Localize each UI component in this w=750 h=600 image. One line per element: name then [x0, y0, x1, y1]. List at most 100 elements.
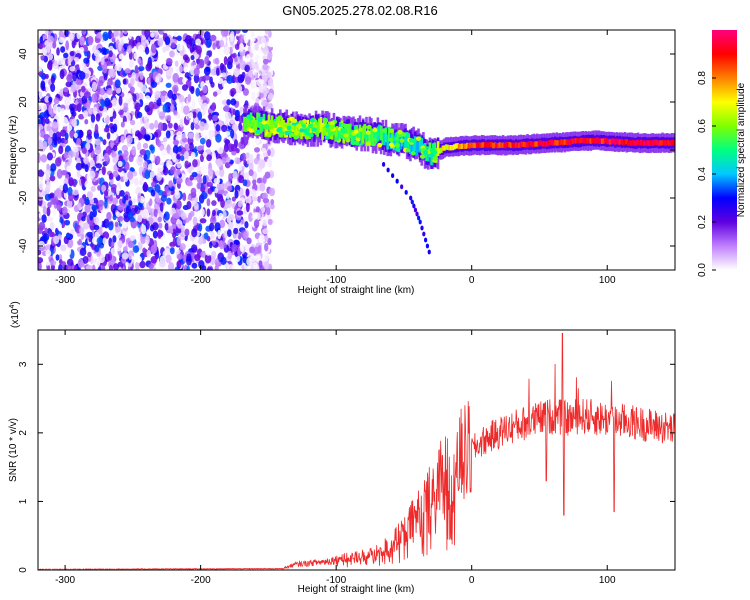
noise-speckle — [140, 84, 147, 92]
noise-speckle — [258, 234, 266, 244]
noise-speckle — [253, 262, 258, 270]
noise-speckle — [133, 136, 139, 145]
noise-speckle — [166, 58, 173, 66]
snr-series-line — [38, 333, 675, 570]
spectrogram-y-tick-label: -20 — [18, 190, 29, 205]
noise-speckle — [262, 58, 269, 65]
noise-speckle — [73, 264, 78, 270]
spur-dot — [424, 237, 428, 243]
noise-speckle — [145, 235, 150, 245]
noise-speckle — [190, 54, 195, 61]
noise-speckle — [169, 247, 175, 255]
noise-speckle — [168, 225, 174, 234]
noise-speckle — [237, 200, 243, 208]
noise-speckle — [118, 53, 124, 60]
ridge-blob — [432, 156, 438, 161]
noise-speckle — [89, 211, 94, 221]
noise-speckle — [101, 166, 106, 176]
noise-speckle — [47, 216, 53, 222]
ridge-blob — [311, 127, 317, 132]
noise-speckle — [148, 72, 153, 79]
noise-speckle — [60, 46, 66, 53]
noise-speckle — [195, 38, 202, 46]
noise-speckle — [204, 122, 209, 131]
noise-speckle — [164, 222, 169, 231]
noise-speckle — [95, 258, 101, 268]
snr-y-tick-label: 2 — [18, 430, 29, 436]
noise-speckle — [42, 206, 47, 215]
noise-speckle — [76, 137, 81, 146]
noise-speckle — [169, 104, 175, 112]
noise-speckle — [191, 171, 198, 178]
noise-speckle — [220, 183, 227, 190]
noise-speckle — [227, 221, 234, 230]
noise-speckle — [73, 132, 78, 139]
noise-speckle — [149, 144, 155, 151]
ridge-blob — [334, 136, 340, 141]
noise-speckle — [176, 219, 183, 229]
noise-speckle — [56, 168, 63, 179]
noise-speckle — [45, 73, 49, 80]
noise-speckle — [177, 146, 182, 153]
noise-speckle — [191, 98, 196, 109]
noise-speckle — [261, 192, 269, 200]
noise-speckle — [68, 33, 74, 40]
noise-speckle — [124, 68, 131, 74]
spur-dot — [427, 249, 431, 255]
noise-speckle — [157, 229, 162, 239]
noise-speckle — [148, 101, 155, 111]
noise-speckle — [240, 219, 245, 225]
noise-speckle — [250, 189, 257, 198]
noise-speckle — [127, 101, 135, 111]
noise-speckle — [259, 92, 264, 99]
noise-speckle — [191, 262, 198, 269]
ridge-blob — [388, 137, 394, 142]
noise-speckle — [198, 223, 203, 232]
noise-speckle — [185, 217, 190, 223]
noise-speckle — [67, 124, 73, 132]
noise-speckle — [91, 93, 98, 103]
noise-speckle — [143, 160, 148, 169]
noise-speckle — [52, 209, 57, 217]
noise-speckle — [231, 243, 238, 253]
colorbar: 0.0 0.2 0.4 0.6 0.8 Normalized spectral ampl… — [697, 30, 747, 277]
noise-speckle — [81, 176, 85, 187]
noise-speckle — [262, 63, 269, 71]
noise-speckle — [218, 212, 224, 219]
noise-speckle — [101, 264, 106, 270]
noise-speckle — [228, 172, 233, 182]
noise-speckle — [137, 202, 143, 211]
noise-speckle — [157, 167, 162, 173]
noise-speckle — [136, 156, 143, 166]
noise-speckle — [223, 230, 228, 239]
noise-speckle — [206, 208, 211, 217]
noise-speckle — [267, 78, 273, 87]
ridge-blob — [340, 127, 346, 133]
noise-speckle — [143, 153, 148, 162]
noise-speckle — [215, 67, 220, 76]
noise-speckle — [97, 199, 105, 207]
ridge-blob — [366, 124, 372, 130]
noise-speckle — [126, 113, 131, 122]
spur-dot — [415, 211, 419, 217]
noise-speckle — [226, 99, 231, 106]
noise-speckle — [42, 34, 48, 40]
noise-speckle — [235, 95, 241, 102]
noise-speckle — [98, 80, 104, 87]
noise-speckle — [103, 190, 109, 197]
noise-speckle — [104, 253, 110, 263]
noise-speckle — [229, 36, 235, 43]
noise-speckle — [267, 42, 274, 48]
noise-speckle — [68, 155, 72, 165]
ridge-blob — [286, 125, 292, 130]
noise-speckle — [223, 104, 230, 113]
noise-speckle — [99, 88, 105, 96]
noise-speckle — [211, 209, 216, 217]
noise-speckle — [90, 185, 96, 192]
ridge-blob — [345, 138, 351, 143]
noise-speckle — [256, 177, 262, 184]
noise-speckle — [218, 195, 224, 202]
noise-speckle — [262, 219, 267, 227]
noise-speckle — [123, 30, 128, 35]
noise-speckle — [159, 202, 164, 212]
